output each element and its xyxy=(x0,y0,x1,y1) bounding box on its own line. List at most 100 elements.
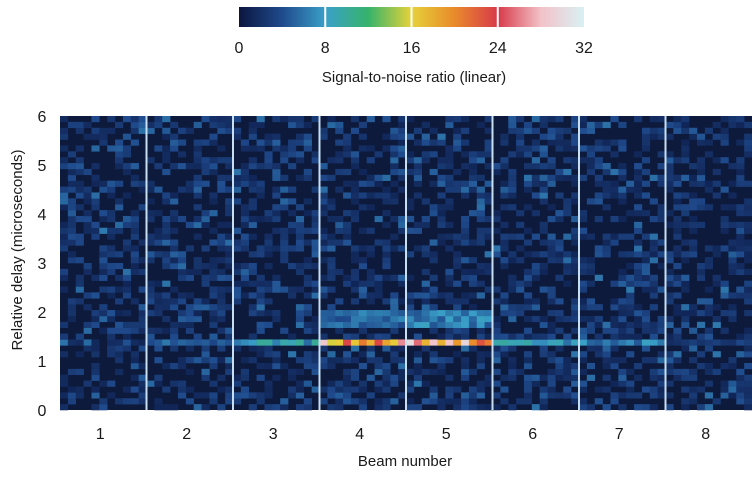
heatmap-cell xyxy=(209,133,218,140)
heatmap-cell xyxy=(170,210,179,217)
heatmap-cell xyxy=(571,268,580,276)
heatmap-cell xyxy=(225,339,234,346)
heatmap-cell xyxy=(280,151,289,158)
heatmap-cell xyxy=(162,327,171,334)
heatmap-cell xyxy=(154,239,163,246)
heatmap-cell xyxy=(720,380,729,387)
heatmap-cell xyxy=(744,245,752,252)
heatmap-cell xyxy=(272,339,281,346)
heatmap-cell xyxy=(421,280,430,287)
heatmap-cell xyxy=(327,357,336,364)
heatmap-cell xyxy=(83,263,92,270)
heatmap-cell xyxy=(154,339,163,346)
heatmap-cell xyxy=(248,186,257,193)
heatmap-cell xyxy=(303,139,312,146)
heatmap-cell xyxy=(468,268,478,276)
heatmap-cell xyxy=(563,251,572,258)
heatmap-cell xyxy=(445,180,454,187)
heatmap-cell xyxy=(209,263,218,270)
heatmap-cell xyxy=(484,151,493,158)
heatmap-cell xyxy=(579,233,588,240)
heatmap-cell xyxy=(712,351,721,358)
heatmap-cell xyxy=(468,151,478,158)
heatmap-cell xyxy=(555,357,564,364)
heatmap-cell xyxy=(240,215,250,223)
heatmap-cell xyxy=(586,233,596,240)
heatmap-cell xyxy=(311,315,320,323)
heatmap-cell xyxy=(350,251,360,258)
heatmap-cell xyxy=(649,292,658,299)
heatmap-cell xyxy=(571,116,580,123)
heatmap-cell xyxy=(461,362,470,370)
heatmap-cell xyxy=(547,215,556,223)
heatmap-cell xyxy=(413,163,423,170)
heatmap-cell xyxy=(91,180,100,187)
heatmap-cell xyxy=(413,380,423,387)
heatmap-cell xyxy=(225,204,234,211)
heatmap-cell xyxy=(382,251,391,258)
heatmap-cell xyxy=(626,327,635,334)
heatmap-cell xyxy=(641,133,651,140)
heatmap-cell xyxy=(641,357,651,364)
heatmap-cell xyxy=(744,310,752,317)
heatmap-cell xyxy=(453,239,462,246)
heatmap-cell xyxy=(665,380,674,387)
heatmap-cell xyxy=(626,180,635,187)
heatmap-cell xyxy=(484,139,493,146)
heatmap-cell xyxy=(508,274,517,281)
colorbar: 0 8 16 24 32 Signal-to-noise ratio (linear) xyxy=(235,7,593,86)
heatmap-cell xyxy=(539,333,548,340)
heatmap-cell xyxy=(736,333,745,340)
heatmap-cell xyxy=(264,139,273,146)
heatmap-cell xyxy=(185,274,194,281)
heatmap-cell xyxy=(311,357,320,364)
heatmap-cell xyxy=(122,333,132,340)
heatmap-cell xyxy=(303,239,312,246)
heatmap-cell xyxy=(429,315,438,323)
heatmap-cell xyxy=(343,357,352,364)
heatmap-cell xyxy=(736,168,745,176)
heatmap-cell xyxy=(115,180,124,187)
heatmap-cell xyxy=(602,386,611,393)
heatmap-cell xyxy=(704,298,713,305)
heatmap-cell xyxy=(201,274,210,281)
heatmap-cell xyxy=(115,351,124,358)
heatmap-cell xyxy=(382,263,391,270)
heatmap-cell xyxy=(468,239,478,246)
heatmap-cell xyxy=(736,245,745,252)
heatmap-cell xyxy=(130,398,139,405)
heatmap-cell xyxy=(201,374,210,381)
heatmap-cell xyxy=(83,221,92,229)
heatmap-cell xyxy=(60,245,69,252)
heatmap-cell xyxy=(689,174,698,181)
heatmap-cell xyxy=(744,268,752,276)
heatmap-cell xyxy=(272,145,281,152)
heatmap-cell xyxy=(736,286,745,293)
heatmap-cell xyxy=(107,327,116,334)
heatmap-cell xyxy=(366,392,375,399)
heatmap-cell xyxy=(374,192,383,199)
heatmap-cell xyxy=(358,133,367,140)
heatmap-cell xyxy=(689,227,698,234)
heatmap-cell xyxy=(240,374,250,381)
heatmap-cell xyxy=(665,404,674,411)
heatmap-cell xyxy=(539,180,548,187)
heatmap-cell xyxy=(130,362,139,370)
heatmap-cell xyxy=(303,227,312,234)
heatmap-cell xyxy=(461,151,470,158)
heatmap-cell xyxy=(563,204,572,211)
heatmap-cell xyxy=(508,286,517,293)
heatmap-cell xyxy=(272,315,281,323)
heatmap-cell xyxy=(335,268,344,276)
heatmap-cell xyxy=(468,392,478,399)
heatmap-cell xyxy=(673,374,682,381)
heatmap-cell xyxy=(295,221,305,229)
heatmap-cell xyxy=(453,321,462,328)
heatmap-cell xyxy=(115,357,124,364)
heatmap-cell xyxy=(744,398,752,405)
heatmap-cell xyxy=(468,174,478,181)
heatmap-cell xyxy=(130,374,139,381)
heatmap-cell xyxy=(720,227,729,234)
heatmap-cell xyxy=(720,292,729,299)
heatmap-cell xyxy=(83,192,92,199)
